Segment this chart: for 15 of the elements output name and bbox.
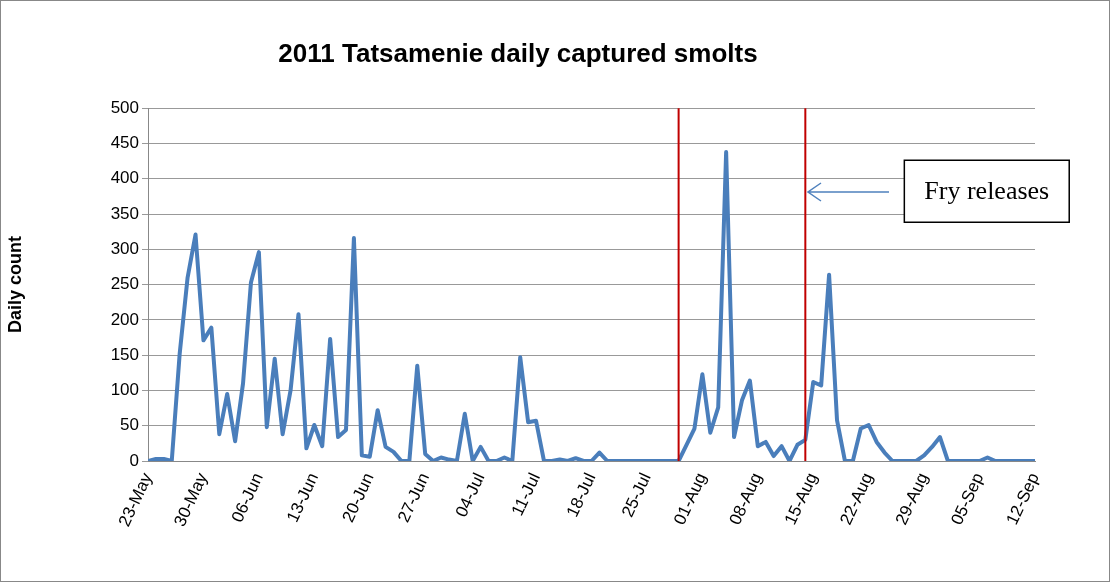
y-tick-label: 50 bbox=[120, 415, 139, 435]
y-tick-label: 0 bbox=[129, 450, 139, 470]
y-tick-label: 100 bbox=[110, 380, 139, 400]
chart-title: 2011 Tatsamenie daily captured smolts bbox=[278, 37, 758, 68]
y-tick-label: 200 bbox=[110, 309, 139, 329]
x-tick-label: 11-Jul bbox=[507, 469, 544, 519]
y-tick-label: 250 bbox=[110, 274, 139, 294]
y-tick-label: 150 bbox=[110, 344, 139, 364]
y-axis-title: Daily count bbox=[4, 236, 25, 334]
y-tick-label: 300 bbox=[110, 239, 139, 259]
y-tick-label: 500 bbox=[110, 97, 139, 117]
annotation: Fry releases bbox=[924, 176, 1050, 206]
y-tick-label: 450 bbox=[110, 133, 139, 153]
y-tick-label: 400 bbox=[110, 168, 139, 188]
y-tick-label: 350 bbox=[110, 203, 139, 223]
